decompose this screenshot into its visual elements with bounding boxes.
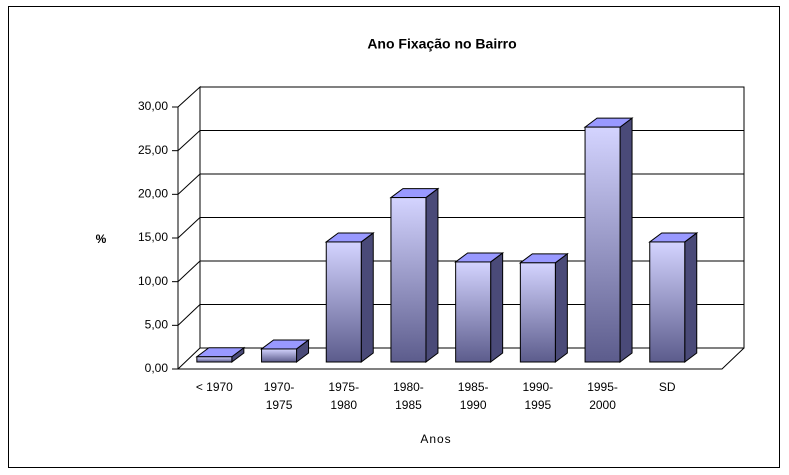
bar [648, 231, 699, 363]
x-tick-label: < 1970 [196, 380, 233, 394]
bar-front [519, 262, 556, 363]
bar-front [325, 241, 362, 363]
x-tick-label-line: 1970- [264, 380, 295, 394]
x-tick-label: 1975- 1980 [328, 380, 359, 412]
x-tick-label-line: 1975- [328, 380, 359, 394]
bar-side [490, 251, 504, 363]
y-tick-label: 0,00 [145, 361, 169, 375]
bar-side [554, 252, 568, 363]
y-tick-label: 10,00 [138, 274, 168, 288]
bar-front [649, 241, 686, 363]
y-tick-label: 15,00 [138, 230, 168, 244]
y-tick-label: 25,00 [138, 143, 168, 157]
y-tick-label: 5,00 [145, 318, 169, 332]
x-tick-label: 1985- 1990 [458, 380, 489, 412]
grid-line [177, 260, 201, 283]
bar-front [584, 126, 621, 363]
bar-side [360, 231, 374, 363]
bar-front [196, 356, 233, 363]
bar [195, 346, 246, 363]
bar [260, 338, 311, 363]
x-tick-label-line: 1995- [587, 380, 618, 394]
bar-side [684, 231, 698, 363]
floor [178, 347, 745, 370]
x-tick-label-line: 1985 [395, 398, 422, 412]
x-tick-label-line: 1975 [266, 398, 293, 412]
grid-line [177, 130, 201, 152]
x-tick-label: SD [659, 380, 676, 394]
x-tick-label-line: 1995 [524, 398, 551, 412]
bar [583, 117, 634, 363]
x-tick-label: 1990- 1995 [522, 380, 553, 412]
x-tick-label-line: 1990 [460, 398, 487, 412]
bar [389, 187, 440, 363]
y-axis-label: % [96, 232, 107, 246]
x-tick-label: 1995- 2000 [587, 380, 618, 412]
bar-side [425, 187, 439, 363]
x-tick-label: 1970- 1975 [264, 380, 295, 412]
x-tick-label-line: 2000 [589, 398, 616, 412]
bar-front [261, 348, 298, 363]
bar-front [455, 261, 492, 363]
chart-title: Ano Fixação no Bairro [367, 36, 516, 52]
y-tick-label: 30,00 [138, 99, 168, 113]
y-tick-label: 20,00 [138, 187, 168, 201]
x-tick-label: 1980- 1985 [393, 380, 424, 412]
bar-side [619, 117, 633, 363]
bar [518, 252, 569, 363]
x-tick-label-line: 1980 [330, 398, 357, 412]
x-tick-label-line: 1980- [393, 380, 424, 394]
bar-front [390, 197, 427, 363]
bar [454, 251, 505, 363]
grid-line [177, 173, 201, 195]
x-tick-label-line: 1985- [458, 380, 489, 394]
x-tick-label-line: 1990- [522, 380, 553, 394]
grid-line [177, 217, 201, 239]
x-axis-label: Anos [420, 432, 451, 446]
grid-line [177, 304, 201, 326]
bar [324, 231, 375, 363]
